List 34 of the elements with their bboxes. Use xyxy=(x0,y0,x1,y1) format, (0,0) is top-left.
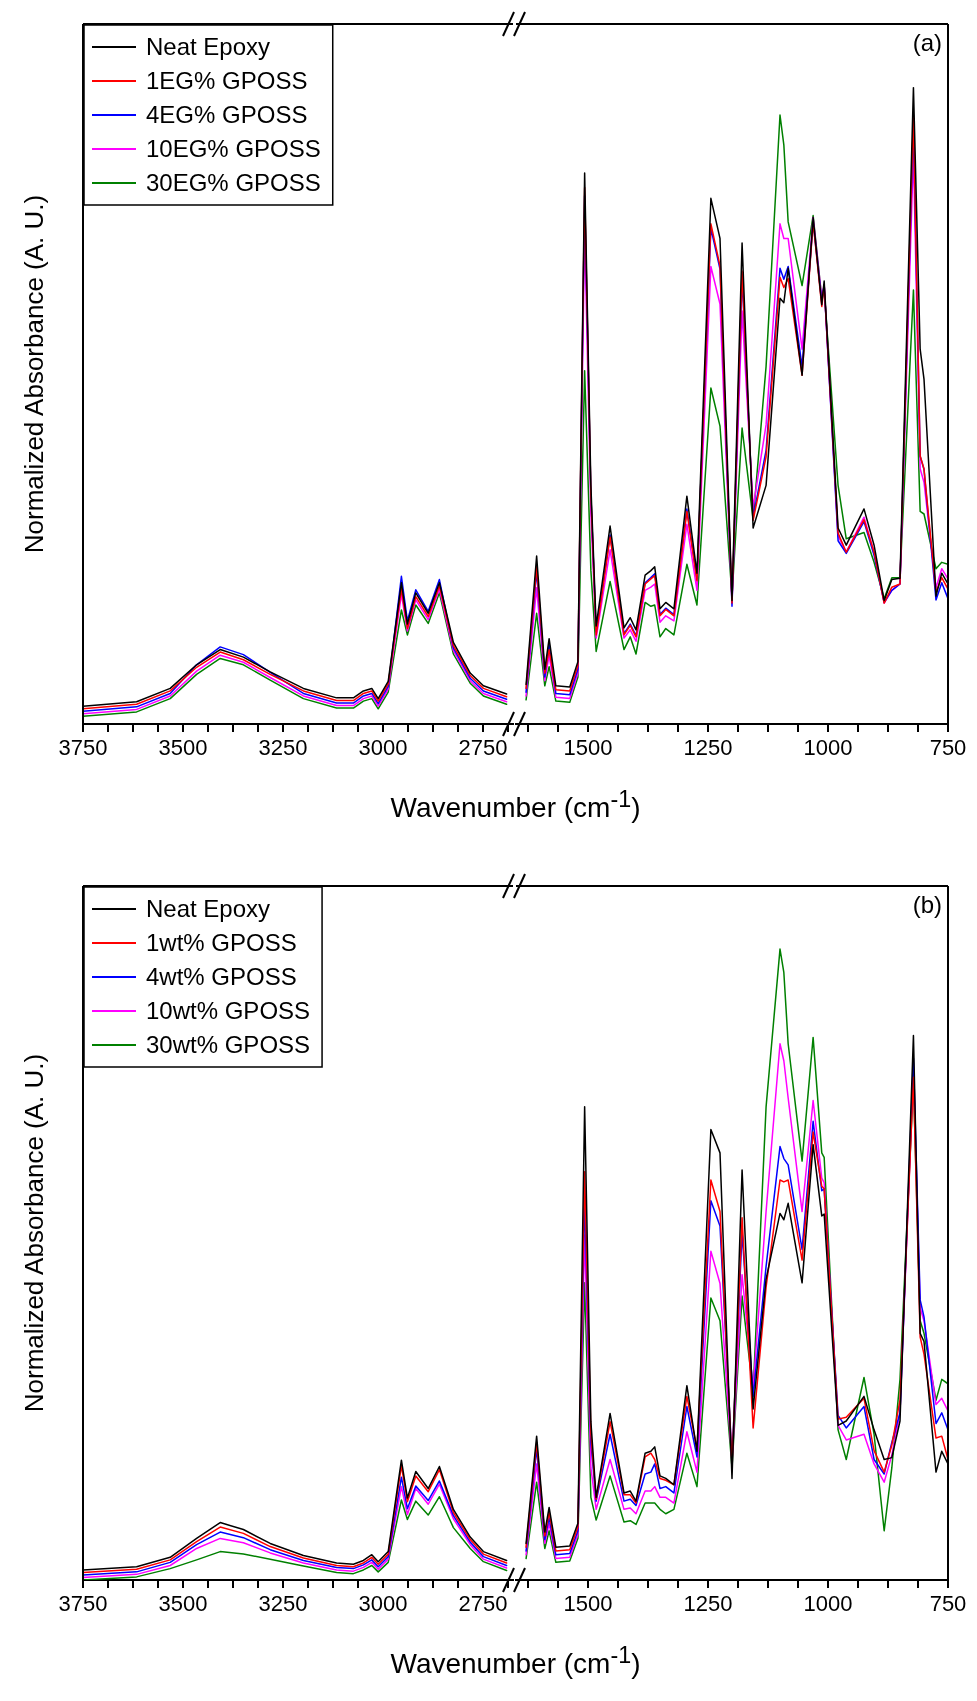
legend-label: Neat Epoxy xyxy=(146,894,271,922)
x-tick-label: 3000 xyxy=(358,1591,408,1617)
x-tick-label: 1500 xyxy=(563,1591,613,1617)
x-tick-label: 750 xyxy=(929,1591,967,1617)
legend-label: 10EG% GPOSS xyxy=(146,134,321,162)
legend-label: 4wt% GPOSS xyxy=(146,962,297,990)
x-tick-label: 1000 xyxy=(803,1591,853,1617)
legend-label: 10wt% GPOSS xyxy=(146,996,311,1024)
x-tick-label: 1250 xyxy=(683,1591,733,1617)
legend-label: 1EG% GPOSS xyxy=(146,66,308,94)
x-tick-label: 3500 xyxy=(158,735,208,761)
x-tick-label: 3250 xyxy=(258,1591,308,1617)
x-axis-title: Wavenumber (cm$^{-1}$) xyxy=(390,1642,641,1681)
y-axis-title: Normalized Absorbance (A. U.) xyxy=(18,1053,50,1413)
legend-label: 4EG% GPOSS xyxy=(146,100,308,128)
x-tick-label: 1250 xyxy=(683,735,733,761)
x-tick-label: 2750 xyxy=(458,735,508,761)
x-tick-label: 3750 xyxy=(58,735,108,761)
legend-label: 30wt% GPOSS xyxy=(146,1030,311,1058)
legend-label: 1wt% GPOSS xyxy=(146,928,297,956)
x-tick-label: 3750 xyxy=(58,1591,108,1617)
legend-label: Neat Epoxy xyxy=(146,32,271,60)
x-axis-title: Wavenumber (cm$^{-1}$) xyxy=(390,786,641,825)
legend-label: 30EG% GPOSS xyxy=(146,168,321,196)
x-tick-label: 3000 xyxy=(358,735,408,761)
x-tick-label: 2750 xyxy=(458,1591,508,1617)
x-tick-label: 3250 xyxy=(258,735,308,761)
text: (b) xyxy=(912,890,942,918)
x-tick-label: 1000 xyxy=(803,735,853,761)
y-axis-title: Normalized Absorbance (A. U.) xyxy=(18,194,50,554)
text: (a) xyxy=(912,28,942,56)
x-tick-label: 750 xyxy=(929,735,967,761)
x-tick-label: 3500 xyxy=(158,1591,208,1617)
x-tick-label: 1500 xyxy=(563,735,613,761)
